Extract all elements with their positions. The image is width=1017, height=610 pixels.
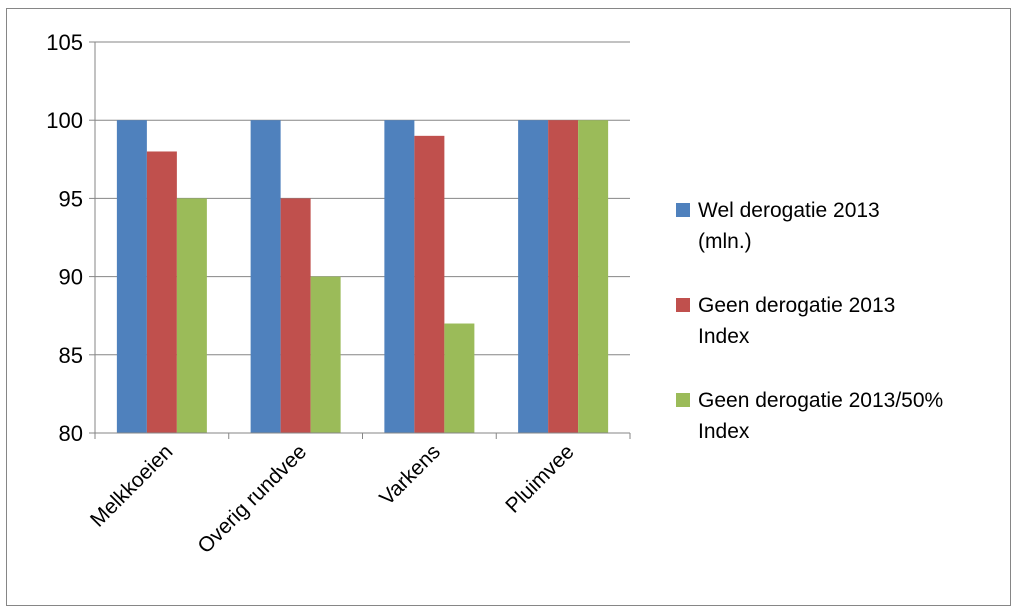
category-label: Varkens (375, 440, 445, 510)
legend-swatch (676, 203, 690, 217)
bar-melkkoeien-series-2 (146, 151, 177, 434)
legend-label: Index (698, 420, 750, 443)
legend-swatch (676, 393, 690, 407)
bar-pluimvee-series-1 (518, 120, 549, 433)
y-tick-labels: 80 85 90 95 100 105 (46, 30, 83, 446)
legend-label: Index (698, 325, 750, 348)
axes (89, 41, 631, 439)
bar-varkens-series-3 (444, 323, 475, 433)
y-tick-label: 85 (59, 343, 83, 368)
category-label: Melkkoeien (86, 440, 177, 531)
bar-pluimvee-series-2 (548, 120, 579, 433)
bar-overig-rundvee-series-3 (310, 276, 341, 433)
y-tick-label: 95 (59, 186, 83, 211)
bar-overig-rundvee-series-2 (280, 198, 311, 433)
legend: Wel derogatie 2013 (mln.) Geen derogatie 2… (676, 199, 943, 443)
legend-swatch (676, 298, 690, 312)
bar-melkkoeien-series-1 (116, 120, 147, 433)
bar-varkens-series-1 (384, 120, 415, 433)
bar-overig-rundvee-series-1 (250, 120, 281, 433)
legend-label: Geen derogatie 2013 (698, 294, 895, 317)
y-tick-label: 80 (59, 421, 83, 446)
bar-pluimvee-series-3 (578, 120, 609, 433)
legend-label: Wel derogatie 2013 (698, 199, 880, 222)
legend-label: Geen derogatie 2013/50% (698, 389, 943, 412)
bar-varkens-series-2 (414, 135, 445, 433)
bars (116, 120, 609, 434)
bar-melkkoeien-series-3 (176, 198, 207, 433)
category-labels: Melkkoeien Overig rundvee Varkens Pluimvee (86, 440, 579, 558)
y-tick-label: 90 (59, 265, 83, 290)
legend-label: (mln.) (698, 230, 752, 253)
y-tick-label: 105 (46, 30, 83, 55)
category-label: Pluimvee (501, 440, 578, 517)
y-tick-label: 100 (46, 108, 83, 133)
category-label: Overig rundvee (193, 440, 311, 558)
